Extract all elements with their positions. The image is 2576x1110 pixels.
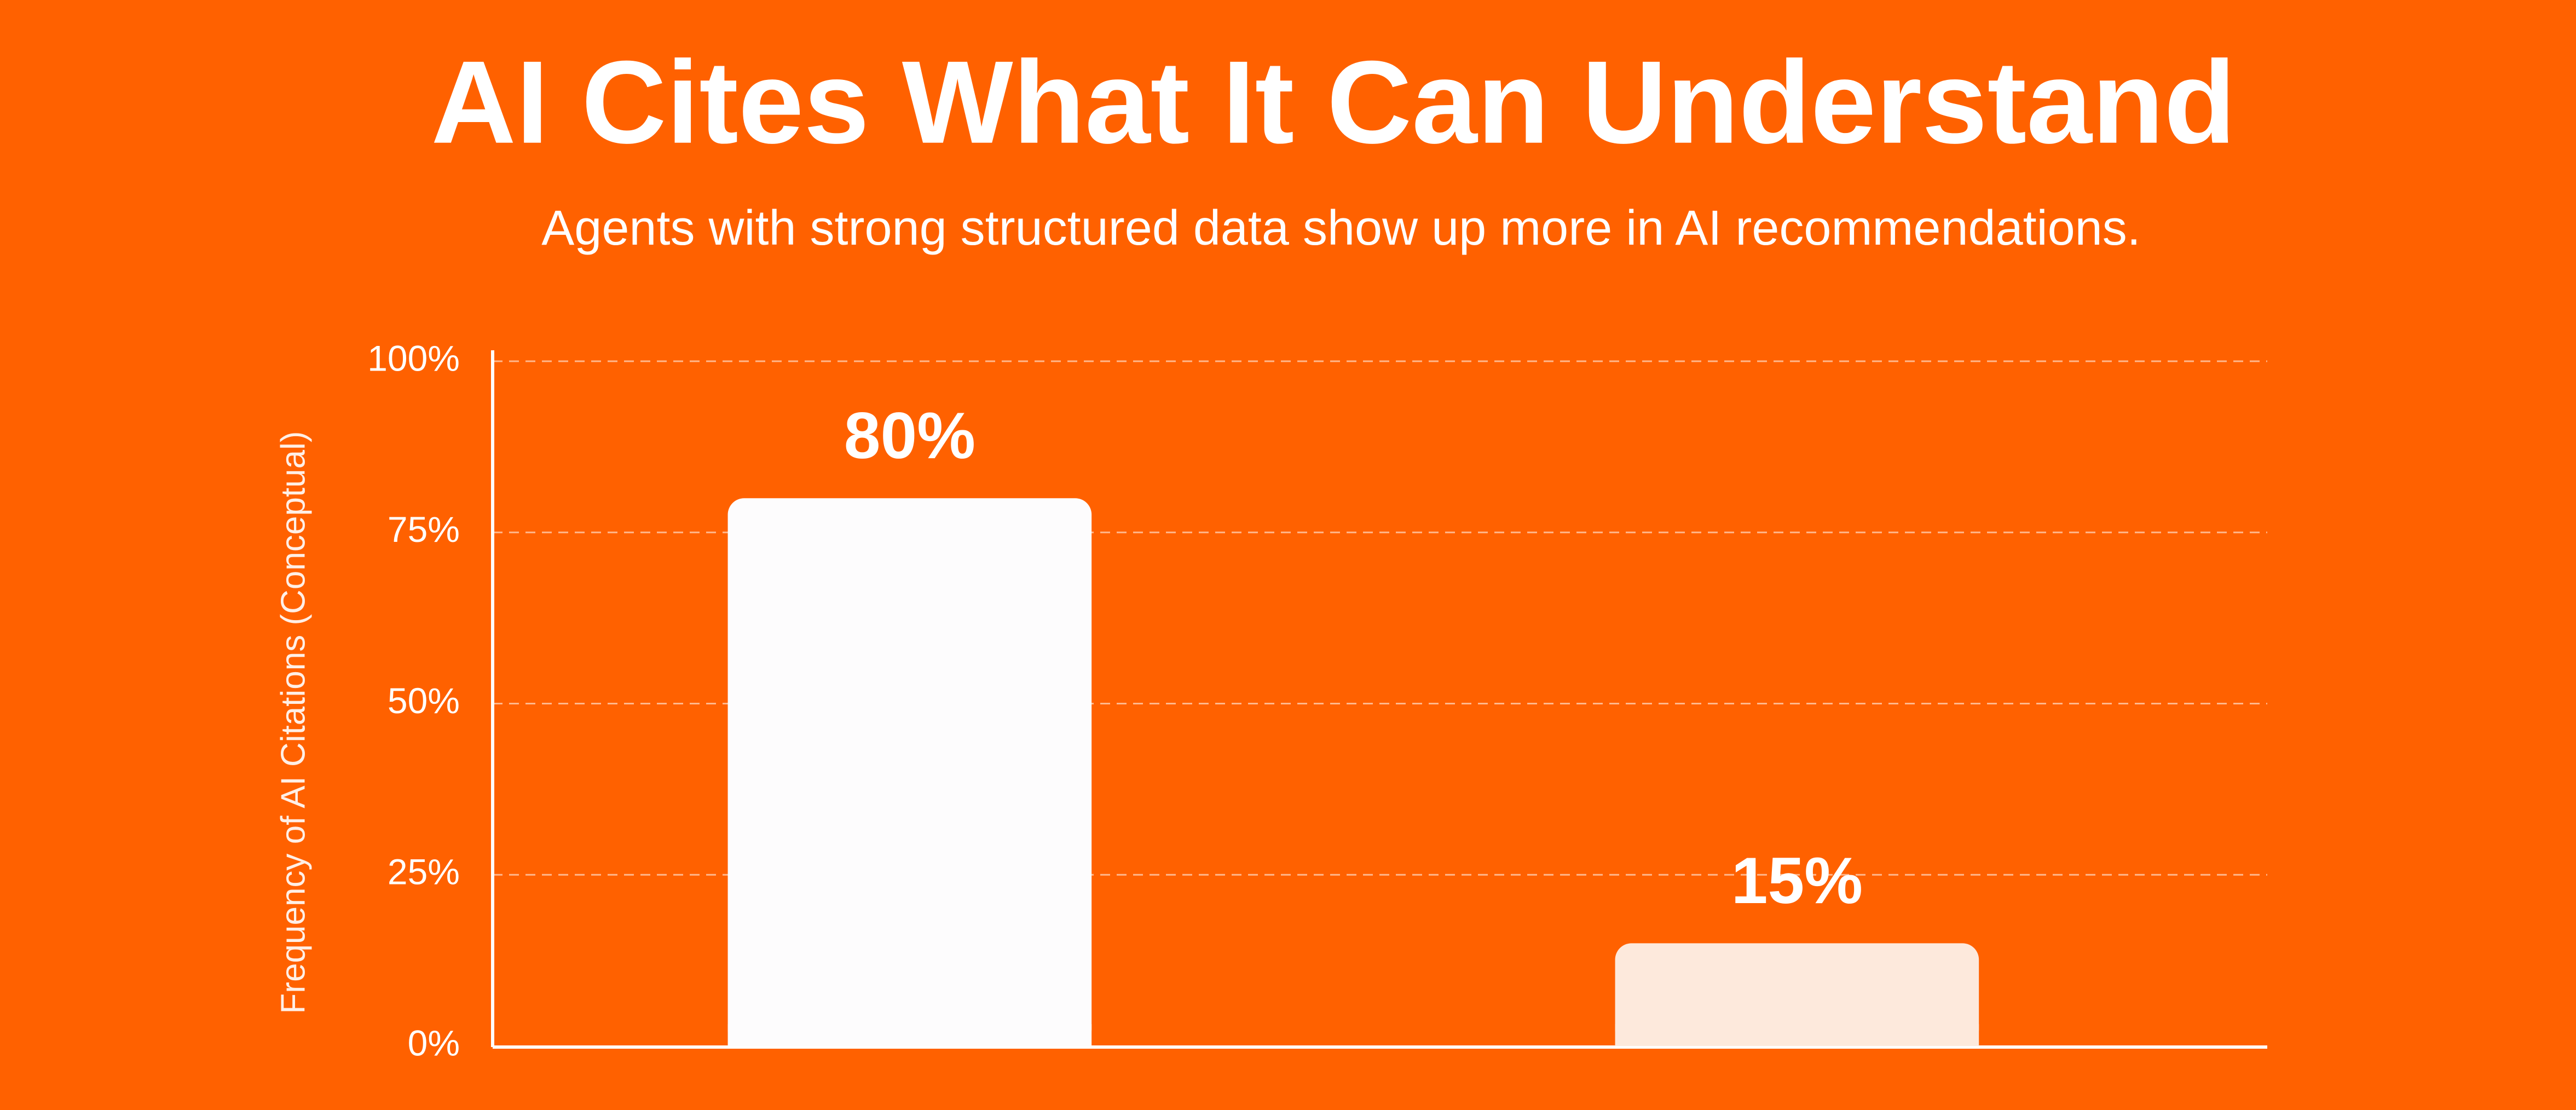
- y-axis-label: Frequency of AI Citations (Conceptual): [274, 431, 312, 1014]
- y-tick-label: 75%: [388, 509, 460, 550]
- bar: [727, 498, 1092, 1046]
- y-tick-label: 100%: [367, 338, 460, 378]
- chart-title: AI Cites What It Can Understand: [431, 36, 2236, 168]
- chart-subtitle: Agents with strong structured data show …: [541, 201, 2140, 256]
- data-label: 15%: [1731, 844, 1863, 917]
- y-tick-label: 25%: [388, 852, 460, 892]
- y-tick-label: 0%: [408, 1022, 460, 1063]
- y-tick-label: 50%: [388, 680, 460, 721]
- bar: [1615, 943, 1979, 1046]
- bar-base: [727, 1024, 1092, 1046]
- bar-base: [1615, 1024, 1979, 1046]
- data-label: 80%: [844, 399, 975, 472]
